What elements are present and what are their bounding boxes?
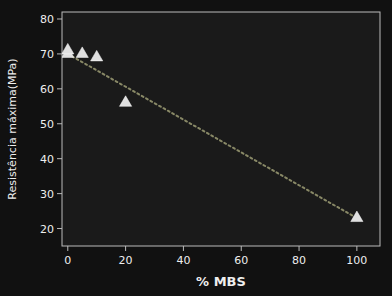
y-tick — [57, 88, 62, 89]
point — [351, 211, 363, 222]
x-tick — [356, 246, 357, 251]
x-axis-label: % MBS — [196, 274, 246, 289]
x-tick-label: 60 — [234, 254, 248, 267]
y-tick-label: 80 — [40, 13, 54, 26]
y-axis-label: Resistência máxima(MPa) — [6, 58, 19, 199]
x-tick-label: 20 — [119, 254, 133, 267]
point — [120, 96, 132, 107]
trend-line — [68, 54, 357, 218]
x-tick — [183, 246, 184, 251]
x-tick — [67, 246, 68, 251]
y-tick-label: 40 — [40, 153, 54, 166]
y-tick-label: 20 — [40, 223, 54, 236]
x-tick — [125, 246, 126, 251]
y-tick — [57, 193, 62, 194]
chart-container: 0 20 40 60 80 100 20 30 40 50 60 70 80 % MBS Resistênc… — [0, 0, 392, 296]
plot-frame — [62, 12, 380, 246]
x-tick-label: 80 — [292, 254, 306, 267]
chart: 0 20 40 60 80 100 20 30 40 50 60 70 80 % MBS Resistênc… — [0, 0, 392, 296]
y-tick — [57, 18, 62, 19]
x-tick — [241, 246, 242, 251]
point — [76, 47, 88, 58]
y-tick-label: 60 — [40, 83, 54, 96]
x-tick-label: 40 — [176, 254, 190, 267]
x-tick-label: 0 — [64, 254, 71, 267]
y-tick-label: 70 — [40, 48, 54, 61]
point — [62, 43, 74, 54]
data-group — [62, 43, 363, 221]
plot-area — [62, 12, 380, 246]
y-tick — [57, 123, 62, 124]
x-tick-label: 100 — [346, 254, 367, 267]
x-tick — [299, 246, 300, 251]
background — [0, 0, 392, 296]
point — [91, 50, 103, 61]
y-tick-label: 50 — [40, 118, 54, 131]
y-tick — [57, 53, 62, 54]
y-tick-label: 30 — [40, 188, 54, 201]
y-tick — [57, 228, 62, 229]
y-tick — [57, 158, 62, 159]
